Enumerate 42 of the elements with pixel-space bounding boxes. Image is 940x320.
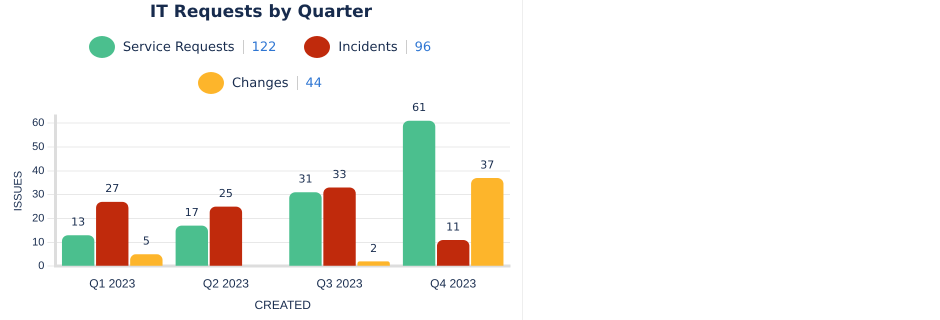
- text: 122: [252, 40, 276, 54]
- data-label: 27: [105, 182, 120, 196]
- y-tick-label: 50: [32, 141, 44, 154]
- bar: [210, 206, 242, 266]
- bar: [323, 188, 356, 266]
- data-label: 37: [480, 158, 494, 172]
- text: 96: [414, 40, 432, 54]
- y-axis-title: ISSUES: [12, 170, 25, 212]
- bar: [471, 178, 504, 266]
- data-label: 33: [332, 168, 347, 181]
- x-tick-label: Q1 2023: [89, 276, 136, 291]
- legend-label: Incidents: [338, 40, 398, 54]
- bar: [176, 226, 208, 266]
- bar: [402, 120, 436, 266]
- data-label: 2: [370, 242, 378, 255]
- data-label: 13: [71, 216, 86, 229]
- y-tick-label: 20: [32, 212, 44, 225]
- data-label: 31: [298, 172, 312, 186]
- chart-title: IT Requests by Quarter: [148, 2, 374, 22]
- legend-label: Changes: [232, 76, 288, 90]
- bar: [96, 202, 128, 266]
- x-tick-label: Q4 2023: [430, 276, 477, 291]
- data-label: 11: [446, 220, 460, 234]
- y-tick-label: 10: [32, 236, 44, 248]
- text: 44: [306, 76, 322, 90]
- x-tick-label: Q3 2023: [316, 276, 363, 291]
- data-label: 17: [184, 206, 199, 220]
- y-tick-label: 30: [32, 188, 44, 201]
- y-tick-label: 40: [32, 164, 44, 177]
- data-label: 61: [412, 101, 426, 114]
- bar: [289, 192, 322, 266]
- y-tick-label: 0: [38, 260, 44, 272]
- bar: [357, 261, 390, 266]
- data-label: 25: [218, 186, 233, 200]
- bar: [130, 254, 163, 266]
- y-tick-label: 60: [32, 117, 44, 130]
- x-axis-title: CREATED: [254, 298, 312, 312]
- x-tick-label: Q2 2023: [202, 276, 250, 291]
- legend-label: Service Requests: [122, 40, 235, 54]
- bar: [62, 235, 94, 266]
- bar: [436, 240, 470, 266]
- data-label: 5: [142, 234, 150, 248]
